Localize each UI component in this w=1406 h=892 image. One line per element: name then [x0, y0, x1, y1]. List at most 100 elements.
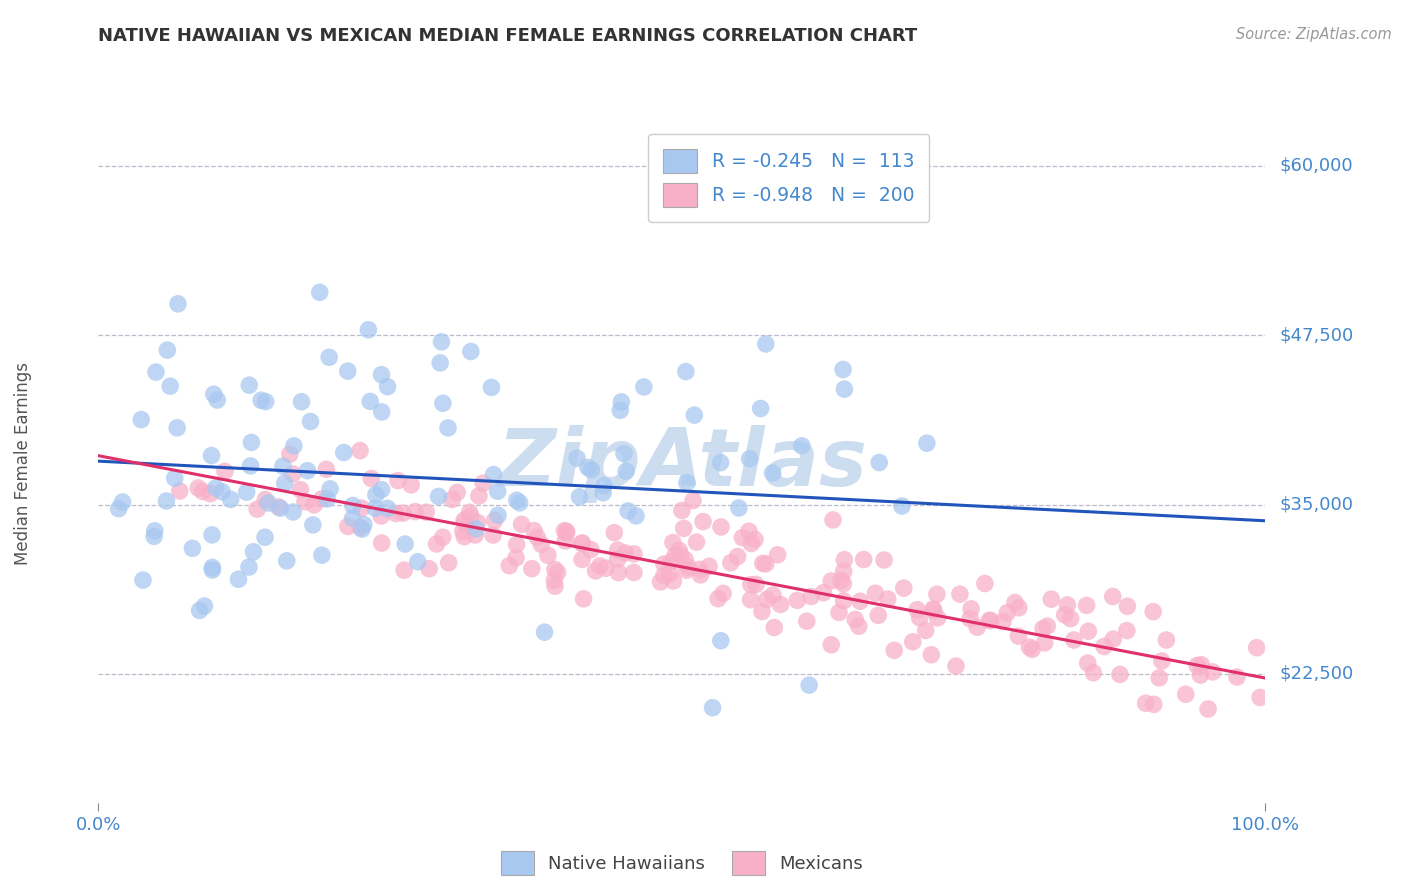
Text: Median Female Earnings: Median Female Earnings	[14, 362, 31, 566]
Point	[1092, 640, 1115, 654]
Point	[246, 502, 269, 516]
Point	[242, 545, 264, 559]
Point	[166, 421, 188, 435]
Point	[678, 560, 700, 574]
Point	[1077, 624, 1099, 639]
Point	[710, 520, 733, 534]
Point	[415, 505, 437, 519]
Point	[606, 543, 628, 558]
Point	[193, 599, 215, 613]
Point	[406, 555, 429, 569]
Point	[509, 496, 531, 510]
Point	[526, 530, 548, 544]
Point	[349, 443, 371, 458]
Point	[1036, 619, 1059, 633]
Point	[675, 563, 697, 577]
Point	[350, 501, 373, 516]
Point	[581, 463, 603, 477]
Point	[821, 513, 844, 527]
Point	[689, 562, 711, 576]
Point	[1101, 590, 1123, 604]
Point	[387, 474, 409, 488]
Point	[370, 508, 392, 523]
Point	[710, 456, 733, 470]
Point	[555, 524, 578, 539]
Point	[523, 524, 546, 538]
Point	[873, 553, 896, 567]
Point	[786, 593, 808, 607]
Point	[852, 552, 875, 566]
Point	[163, 471, 186, 485]
Point	[446, 485, 468, 500]
Point	[1063, 632, 1085, 647]
Point	[834, 382, 856, 396]
Point	[392, 563, 415, 577]
Point	[766, 548, 789, 562]
Point	[1076, 599, 1098, 613]
Point	[1150, 654, 1173, 668]
Point	[991, 615, 1014, 629]
Point	[675, 365, 697, 379]
Point	[486, 508, 509, 523]
Point	[437, 556, 460, 570]
Point	[1189, 657, 1212, 672]
Point	[966, 620, 988, 634]
Point	[167, 297, 190, 311]
Point	[1053, 607, 1076, 622]
Point	[662, 574, 685, 588]
Point	[671, 503, 693, 517]
Point	[820, 574, 842, 588]
Point	[290, 394, 312, 409]
Point	[1156, 633, 1178, 648]
Point	[1040, 592, 1063, 607]
Point	[658, 566, 681, 581]
Point	[755, 592, 778, 607]
Point	[603, 525, 626, 540]
Point	[799, 678, 821, 692]
Point	[595, 561, 617, 575]
Point	[1246, 640, 1268, 655]
Point	[364, 488, 387, 502]
Point	[589, 558, 612, 573]
Point	[294, 494, 316, 508]
Point	[800, 590, 823, 604]
Point	[297, 464, 319, 478]
Point	[200, 487, 222, 501]
Point	[219, 492, 242, 507]
Point	[755, 337, 778, 351]
Point	[1056, 598, 1078, 612]
Point	[336, 364, 359, 378]
Point	[893, 581, 915, 595]
Point	[482, 467, 505, 482]
Point	[891, 499, 914, 513]
Point	[441, 492, 464, 507]
Point	[316, 491, 339, 506]
Point	[905, 603, 928, 617]
Point	[623, 566, 645, 580]
Point	[769, 598, 792, 612]
Point	[659, 555, 682, 569]
Point	[308, 285, 330, 300]
Point	[238, 560, 260, 574]
Point	[711, 586, 734, 600]
Point	[269, 501, 291, 516]
Point	[377, 501, 399, 516]
Point	[357, 323, 380, 337]
Point	[302, 518, 325, 533]
Point	[973, 576, 995, 591]
Point	[159, 379, 181, 393]
Point	[995, 606, 1018, 620]
Point	[547, 566, 569, 580]
Point	[315, 462, 337, 476]
Point	[908, 611, 931, 625]
Point	[1059, 612, 1081, 626]
Point	[585, 564, 607, 578]
Point	[486, 484, 509, 499]
Legend: Native Hawaiians, Mexicans: Native Hawaiians, Mexicans	[494, 844, 870, 882]
Point	[883, 643, 905, 657]
Point	[228, 572, 250, 586]
Point	[623, 547, 645, 561]
Point	[707, 591, 730, 606]
Point	[1197, 702, 1219, 716]
Point	[276, 554, 298, 568]
